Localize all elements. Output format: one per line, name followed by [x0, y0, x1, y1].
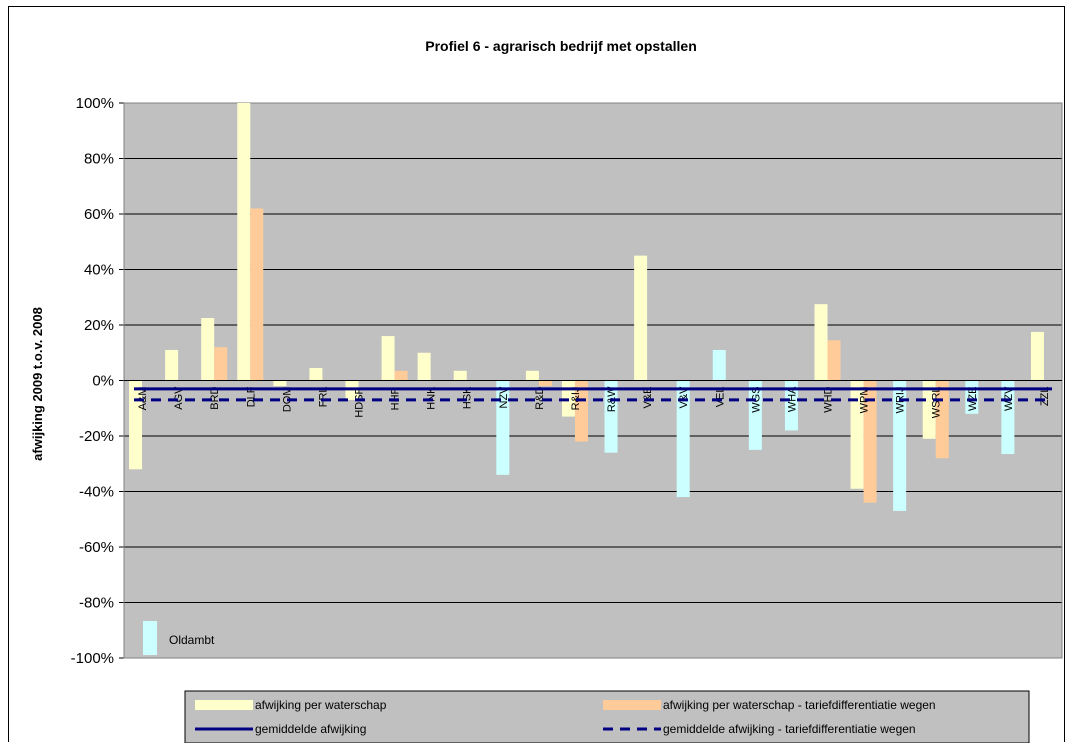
- bar-afwijking-per-waterschap: [237, 103, 251, 381]
- bar-afwijking-per-waterschap---tar: [827, 340, 841, 381]
- bar-afwijking-per-waterschap---tar: [394, 370, 408, 381]
- bar-oldambt: [893, 380, 907, 511]
- y-tick-label: 100%: [76, 95, 114, 112]
- x-category-label: HHR: [390, 386, 402, 410]
- y-axis-label: afwijking 2009 t.o.v. 2008: [30, 307, 45, 461]
- x-category-label: HDSR: [354, 386, 366, 417]
- x-category-label: VEL: [714, 387, 726, 408]
- y-tick-label: -20%: [79, 428, 114, 445]
- y-tick-label: 20%: [84, 317, 114, 334]
- plot-area: 100% 80% 60% 40% 20% 0% -20% -40% -60% -80% -100% A…: [71, 95, 1063, 667]
- bar-afwijking-per-waterschap: [201, 318, 215, 381]
- bar-afwijking-per-waterschap: [165, 349, 179, 381]
- bar-afwijking-per-waterschap---tar: [250, 208, 264, 381]
- legend-label: afwijking per waterschap: [255, 698, 387, 712]
- bar-afwijking-per-waterschap---tar: [574, 380, 588, 442]
- legend-label: afwijking per waterschap - tariefdiffere…: [663, 698, 936, 712]
- x-category-label: HNK: [426, 386, 438, 410]
- y-tick-label: 60%: [84, 206, 114, 223]
- x-category-label: WGS: [750, 387, 762, 413]
- legend-swatch: [195, 700, 253, 710]
- legend-box: [184, 690, 1030, 743]
- bar-afwijking-per-waterschap: [634, 255, 648, 381]
- bar-oldambt: [784, 380, 798, 431]
- x-category-label: V&E: [642, 387, 654, 409]
- legend: afwijking per waterschap afwijking per wa…: [184, 690, 1030, 743]
- bar-afwijking-per-waterschap---tar: [214, 347, 228, 381]
- bar-afwijking-per-waterschap: [453, 370, 467, 381]
- bar-afwijking-per-waterschap: [273, 380, 287, 387]
- legend-label: gemiddelde afwijking: [255, 722, 366, 736]
- y-tick-label: -60%: [79, 539, 114, 556]
- x-category-label: NZV: [498, 386, 510, 409]
- bar-afwijking-per-waterschap---tar: [863, 380, 877, 503]
- x-category-label: BRD: [209, 386, 221, 409]
- x-category-label: WHA: [786, 386, 798, 412]
- bar-oldambt: [748, 380, 762, 450]
- bar-oldambt: [676, 380, 690, 498]
- bar-chart: Profiel 6 - agrarisch bedrijf met opstal…: [30, 38, 1063, 743]
- y-tick-label: -80%: [79, 595, 114, 612]
- x-category-label: DLF: [245, 386, 257, 407]
- bar-afwijking-per-waterschap: [129, 380, 143, 470]
- annotation-swatch: [143, 621, 157, 655]
- bar-afwijking-per-waterschap: [814, 304, 828, 381]
- x-category-label: AGV: [173, 386, 185, 410]
- x-category-label: FRL: [317, 387, 329, 408]
- bar-afwijking-per-waterschap: [1030, 331, 1044, 381]
- x-category-label: WPM: [859, 387, 871, 414]
- y-tick-label: -40%: [79, 484, 114, 501]
- x-category-label: WZV: [1003, 386, 1015, 411]
- bar-afwijking-per-waterschap---tar: [538, 380, 552, 387]
- chart-title: Profiel 6 - agrarisch bedrijf met opstal…: [425, 38, 697, 54]
- bar-afwijking-per-waterschap: [525, 370, 539, 381]
- y-tick-label: -100%: [71, 650, 114, 667]
- bar-afwijking-per-waterschap: [309, 368, 323, 381]
- x-category-label: HSK: [462, 386, 474, 409]
- x-category-label: V&V: [678, 386, 690, 409]
- bar-oldambt: [712, 349, 726, 381]
- bar-afwijking-per-waterschap: [922, 380, 936, 439]
- x-category-label: A&M: [137, 387, 149, 411]
- legend-label: gemiddelde afwijking - tariefdifferentia…: [663, 722, 916, 736]
- x-category-label: R&IJ: [570, 387, 582, 411]
- y-tick-label: 40%: [84, 262, 114, 279]
- legend-swatch: [603, 700, 661, 710]
- bar-afwijking-per-waterschap: [381, 336, 395, 381]
- x-category-label: WSRL: [931, 387, 943, 419]
- bar-oldambt: [496, 380, 510, 475]
- y-tick-label: 80%: [84, 151, 114, 168]
- y-tick-label: 0%: [92, 373, 114, 390]
- x-category-label: WHD: [823, 386, 835, 412]
- chart-frame: Profiel 6 - agrarisch bedrijf met opstal…: [8, 6, 1065, 743]
- annotation-label: Oldambt: [169, 633, 215, 647]
- x-category-label: R&D: [534, 386, 546, 409]
- bar-afwijking-per-waterschap: [417, 352, 431, 381]
- bar-afwijking-per-waterschap: [850, 380, 864, 489]
